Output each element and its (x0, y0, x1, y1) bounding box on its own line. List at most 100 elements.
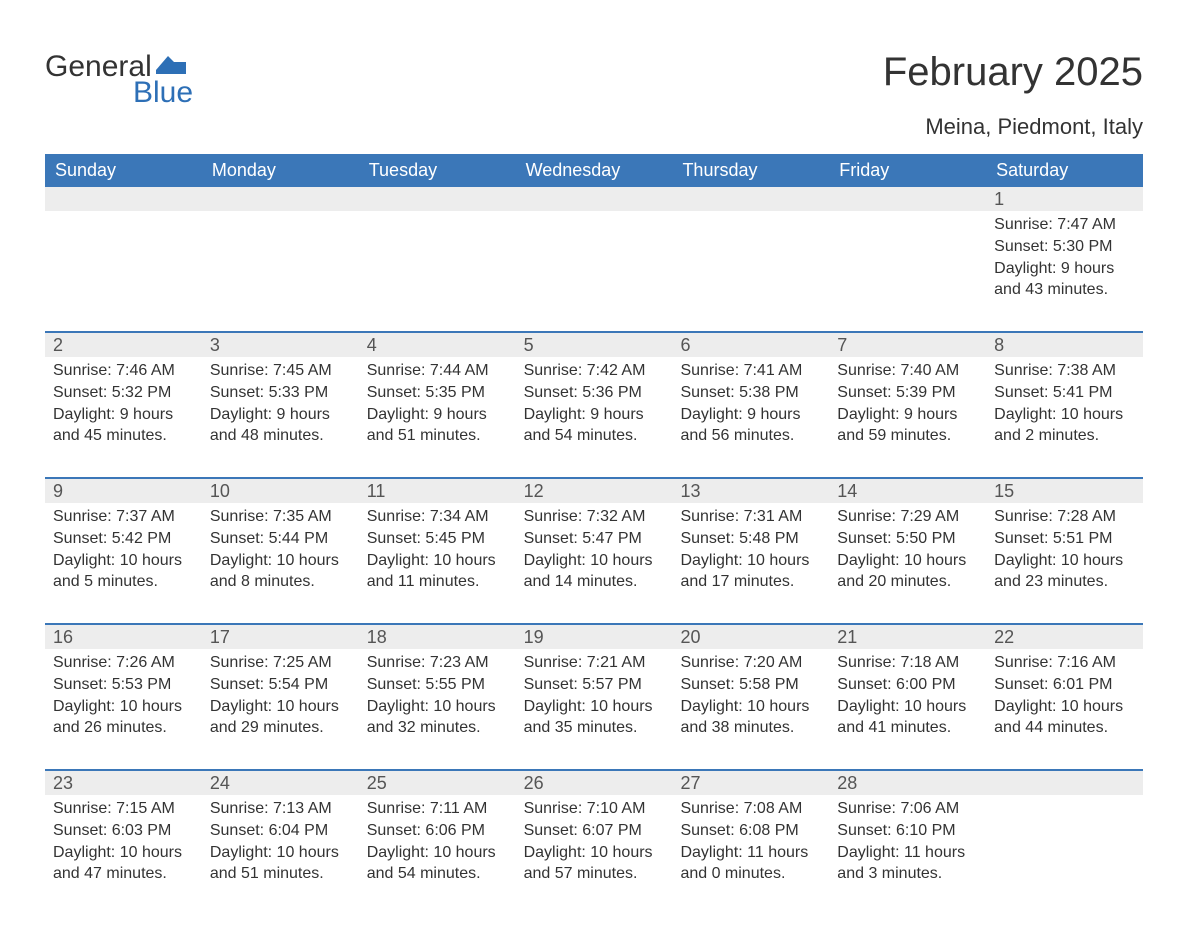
day-number: 16 (45, 625, 202, 649)
day-sunset: Sunset: 6:04 PM (210, 821, 351, 842)
day-cell: 16Sunrise: 7:26 AMSunset: 5:53 PMDayligh… (45, 625, 202, 745)
day-number: 22 (986, 625, 1143, 649)
day-number: 28 (829, 771, 986, 795)
day-number: 10 (202, 479, 359, 503)
day-number (516, 187, 673, 211)
day-day2: and 44 minutes. (994, 718, 1135, 739)
day-day1: Daylight: 11 hours (680, 843, 821, 864)
day-header: Tuesday (359, 154, 516, 187)
day-cell (672, 187, 829, 307)
day-number (359, 187, 516, 211)
day-body: Sunrise: 7:10 AMSunset: 6:07 PMDaylight:… (516, 795, 673, 885)
day-sunset: Sunset: 5:58 PM (680, 675, 821, 696)
day-cell: 20Sunrise: 7:20 AMSunset: 5:58 PMDayligh… (672, 625, 829, 745)
day-day1: Daylight: 10 hours (524, 697, 665, 718)
day-day2: and 43 minutes. (994, 280, 1135, 301)
day-day1: Daylight: 10 hours (524, 551, 665, 572)
day-day1: Daylight: 10 hours (994, 551, 1135, 572)
day-sunset: Sunset: 6:10 PM (837, 821, 978, 842)
day-day1: Daylight: 10 hours (210, 843, 351, 864)
day-cell: 4Sunrise: 7:44 AMSunset: 5:35 PMDaylight… (359, 333, 516, 453)
day-sunrise: Sunrise: 7:11 AM (367, 799, 508, 820)
day-cell (986, 771, 1143, 891)
day-day2: and 35 minutes. (524, 718, 665, 739)
day-sunrise: Sunrise: 7:18 AM (837, 653, 978, 674)
day-cell: 21Sunrise: 7:18 AMSunset: 6:00 PMDayligh… (829, 625, 986, 745)
day-day1: Daylight: 9 hours (680, 405, 821, 426)
day-sunrise: Sunrise: 7:16 AM (994, 653, 1135, 674)
day-sunset: Sunset: 6:01 PM (994, 675, 1135, 696)
day-number: 23 (45, 771, 202, 795)
day-day2: and 14 minutes. (524, 572, 665, 593)
day-day1: Daylight: 9 hours (837, 405, 978, 426)
calendar: SundayMondayTuesdayWednesdayThursdayFrid… (45, 154, 1143, 891)
day-sunset: Sunset: 5:51 PM (994, 529, 1135, 550)
day-sunset: Sunset: 6:03 PM (53, 821, 194, 842)
day-sunset: Sunset: 5:36 PM (524, 383, 665, 404)
day-sunrise: Sunrise: 7:29 AM (837, 507, 978, 528)
day-sunset: Sunset: 6:06 PM (367, 821, 508, 842)
day-cell: 23Sunrise: 7:15 AMSunset: 6:03 PMDayligh… (45, 771, 202, 891)
day-sunset: Sunset: 5:47 PM (524, 529, 665, 550)
day-sunrise: Sunrise: 7:41 AM (680, 361, 821, 382)
day-day1: Daylight: 9 hours (210, 405, 351, 426)
day-body: Sunrise: 7:47 AMSunset: 5:30 PMDaylight:… (986, 211, 1143, 301)
day-body: Sunrise: 7:32 AMSunset: 5:47 PMDaylight:… (516, 503, 673, 593)
day-number: 15 (986, 479, 1143, 503)
day-number: 25 (359, 771, 516, 795)
day-body: Sunrise: 7:46 AMSunset: 5:32 PMDaylight:… (45, 357, 202, 447)
day-sunset: Sunset: 6:00 PM (837, 675, 978, 696)
day-day1: Daylight: 10 hours (524, 843, 665, 864)
day-number: 8 (986, 333, 1143, 357)
day-sunrise: Sunrise: 7:44 AM (367, 361, 508, 382)
day-number: 12 (516, 479, 673, 503)
day-sunrise: Sunrise: 7:38 AM (994, 361, 1135, 382)
day-sunset: Sunset: 5:54 PM (210, 675, 351, 696)
day-sunset: Sunset: 5:57 PM (524, 675, 665, 696)
day-header-row: SundayMondayTuesdayWednesdayThursdayFrid… (45, 154, 1143, 187)
day-body: Sunrise: 7:28 AMSunset: 5:51 PMDaylight:… (986, 503, 1143, 593)
day-day2: and 5 minutes. (53, 572, 194, 593)
day-number (45, 187, 202, 211)
day-header: Friday (829, 154, 986, 187)
day-header: Sunday (45, 154, 202, 187)
day-day1: Daylight: 9 hours (524, 405, 665, 426)
day-day2: and 3 minutes. (837, 864, 978, 885)
day-number: 2 (45, 333, 202, 357)
day-sunset: Sunset: 5:32 PM (53, 383, 194, 404)
week-row: 23Sunrise: 7:15 AMSunset: 6:03 PMDayligh… (45, 769, 1143, 891)
day-number: 20 (672, 625, 829, 649)
day-header: Wednesday (516, 154, 673, 187)
day-day2: and 54 minutes. (367, 864, 508, 885)
day-cell: 8Sunrise: 7:38 AMSunset: 5:41 PMDaylight… (986, 333, 1143, 453)
day-body: Sunrise: 7:11 AMSunset: 6:06 PMDaylight:… (359, 795, 516, 885)
day-number: 9 (45, 479, 202, 503)
day-header: Saturday (986, 154, 1143, 187)
day-sunset: Sunset: 5:48 PM (680, 529, 821, 550)
day-body: Sunrise: 7:35 AMSunset: 5:44 PMDaylight:… (202, 503, 359, 593)
day-cell: 7Sunrise: 7:40 AMSunset: 5:39 PMDaylight… (829, 333, 986, 453)
day-day2: and 2 minutes. (994, 426, 1135, 447)
day-number: 3 (202, 333, 359, 357)
day-sunrise: Sunrise: 7:37 AM (53, 507, 194, 528)
day-day2: and 41 minutes. (837, 718, 978, 739)
day-header: Monday (202, 154, 359, 187)
day-day2: and 20 minutes. (837, 572, 978, 593)
day-day1: Daylight: 9 hours (53, 405, 194, 426)
day-day1: Daylight: 10 hours (837, 551, 978, 572)
day-body: Sunrise: 7:08 AMSunset: 6:08 PMDaylight:… (672, 795, 829, 885)
day-cell: 26Sunrise: 7:10 AMSunset: 6:07 PMDayligh… (516, 771, 673, 891)
day-body: Sunrise: 7:38 AMSunset: 5:41 PMDaylight:… (986, 357, 1143, 447)
day-day1: Daylight: 10 hours (994, 405, 1135, 426)
day-sunrise: Sunrise: 7:45 AM (210, 361, 351, 382)
day-cell: 15Sunrise: 7:28 AMSunset: 5:51 PMDayligh… (986, 479, 1143, 599)
day-number: 13 (672, 479, 829, 503)
day-sunrise: Sunrise: 7:32 AM (524, 507, 665, 528)
day-sunset: Sunset: 6:07 PM (524, 821, 665, 842)
day-sunset: Sunset: 5:33 PM (210, 383, 351, 404)
day-day1: Daylight: 10 hours (53, 843, 194, 864)
day-sunrise: Sunrise: 7:23 AM (367, 653, 508, 674)
day-number: 24 (202, 771, 359, 795)
day-cell (829, 187, 986, 307)
location-text: Meina, Piedmont, Italy (45, 114, 1143, 140)
